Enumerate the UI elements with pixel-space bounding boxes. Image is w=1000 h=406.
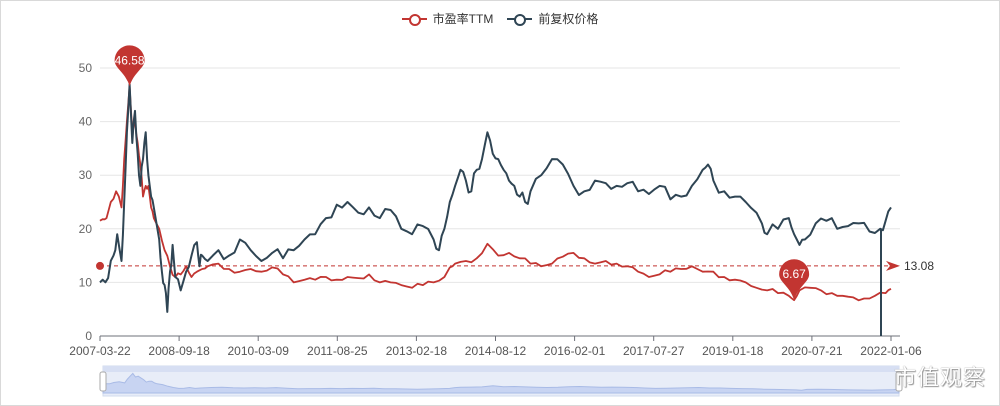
x-tick-label: 2008-09-18 [148, 344, 210, 358]
y-tick-label: 20 [79, 222, 93, 236]
min-value-marker[interactable]: 6.67 [779, 259, 810, 301]
pe-ttm-line [99, 85, 892, 302]
x-tick-label: 2016-02-01 [544, 344, 606, 358]
map-pin-icon [779, 259, 810, 301]
pin-label: 6.67 [782, 267, 806, 281]
arrow-right-icon [886, 260, 900, 271]
x-tick-label: 2007-03-22 [69, 344, 131, 358]
line-circle-icon [507, 12, 533, 26]
legend-item-pe-ttm[interactable]: 市盈率TTM [401, 10, 494, 27]
legend-label: 市盈率TTM [432, 12, 494, 26]
data-zoom-slider[interactable] [99, 365, 903, 397]
x-tick-label: 2014-08-12 [465, 344, 527, 358]
x-tick-label: 2022-01-06 [860, 344, 922, 358]
y-tick-label: 10 [79, 275, 93, 289]
x-tick-label: 2019-01-18 [702, 344, 764, 358]
x-tick-label: 2010-03-09 [228, 344, 290, 358]
x-tick-label: 2017-07-27 [623, 344, 685, 358]
legend-item-adjusted-price[interactable]: 前复权价格 [507, 10, 598, 27]
average-label: 13.08 [904, 259, 934, 273]
max-value-marker[interactable]: 46.58 [114, 45, 145, 87]
y-tick-label: 30 [79, 168, 93, 182]
adjusted-price-line [99, 83, 892, 313]
y-tick-label: 50 [79, 61, 93, 75]
pin-label: 46.58 [115, 53, 145, 67]
average-start-dot [96, 261, 104, 270]
chart-legend: 市盈率TTM 前复权价格 [0, 10, 1000, 27]
slider-handle-right[interactable] [895, 371, 903, 392]
watermark: 市值观察 [893, 365, 986, 390]
slider-preview-area [102, 372, 900, 394]
y-tick-label: 40 [79, 115, 93, 129]
x-tick-label: 2013-02-18 [386, 344, 448, 358]
map-pin-icon [114, 45, 145, 87]
slider-handle-left[interactable] [99, 371, 107, 392]
slider-top-band [103, 366, 899, 372]
x-tick-label: 2020-07-21 [781, 344, 843, 358]
y-tick-label: 0 [85, 329, 92, 343]
x-tick-label: 2011-08-25 [307, 344, 368, 358]
line-circle-icon [401, 12, 427, 26]
legend-label: 前复权价格 [538, 12, 599, 26]
